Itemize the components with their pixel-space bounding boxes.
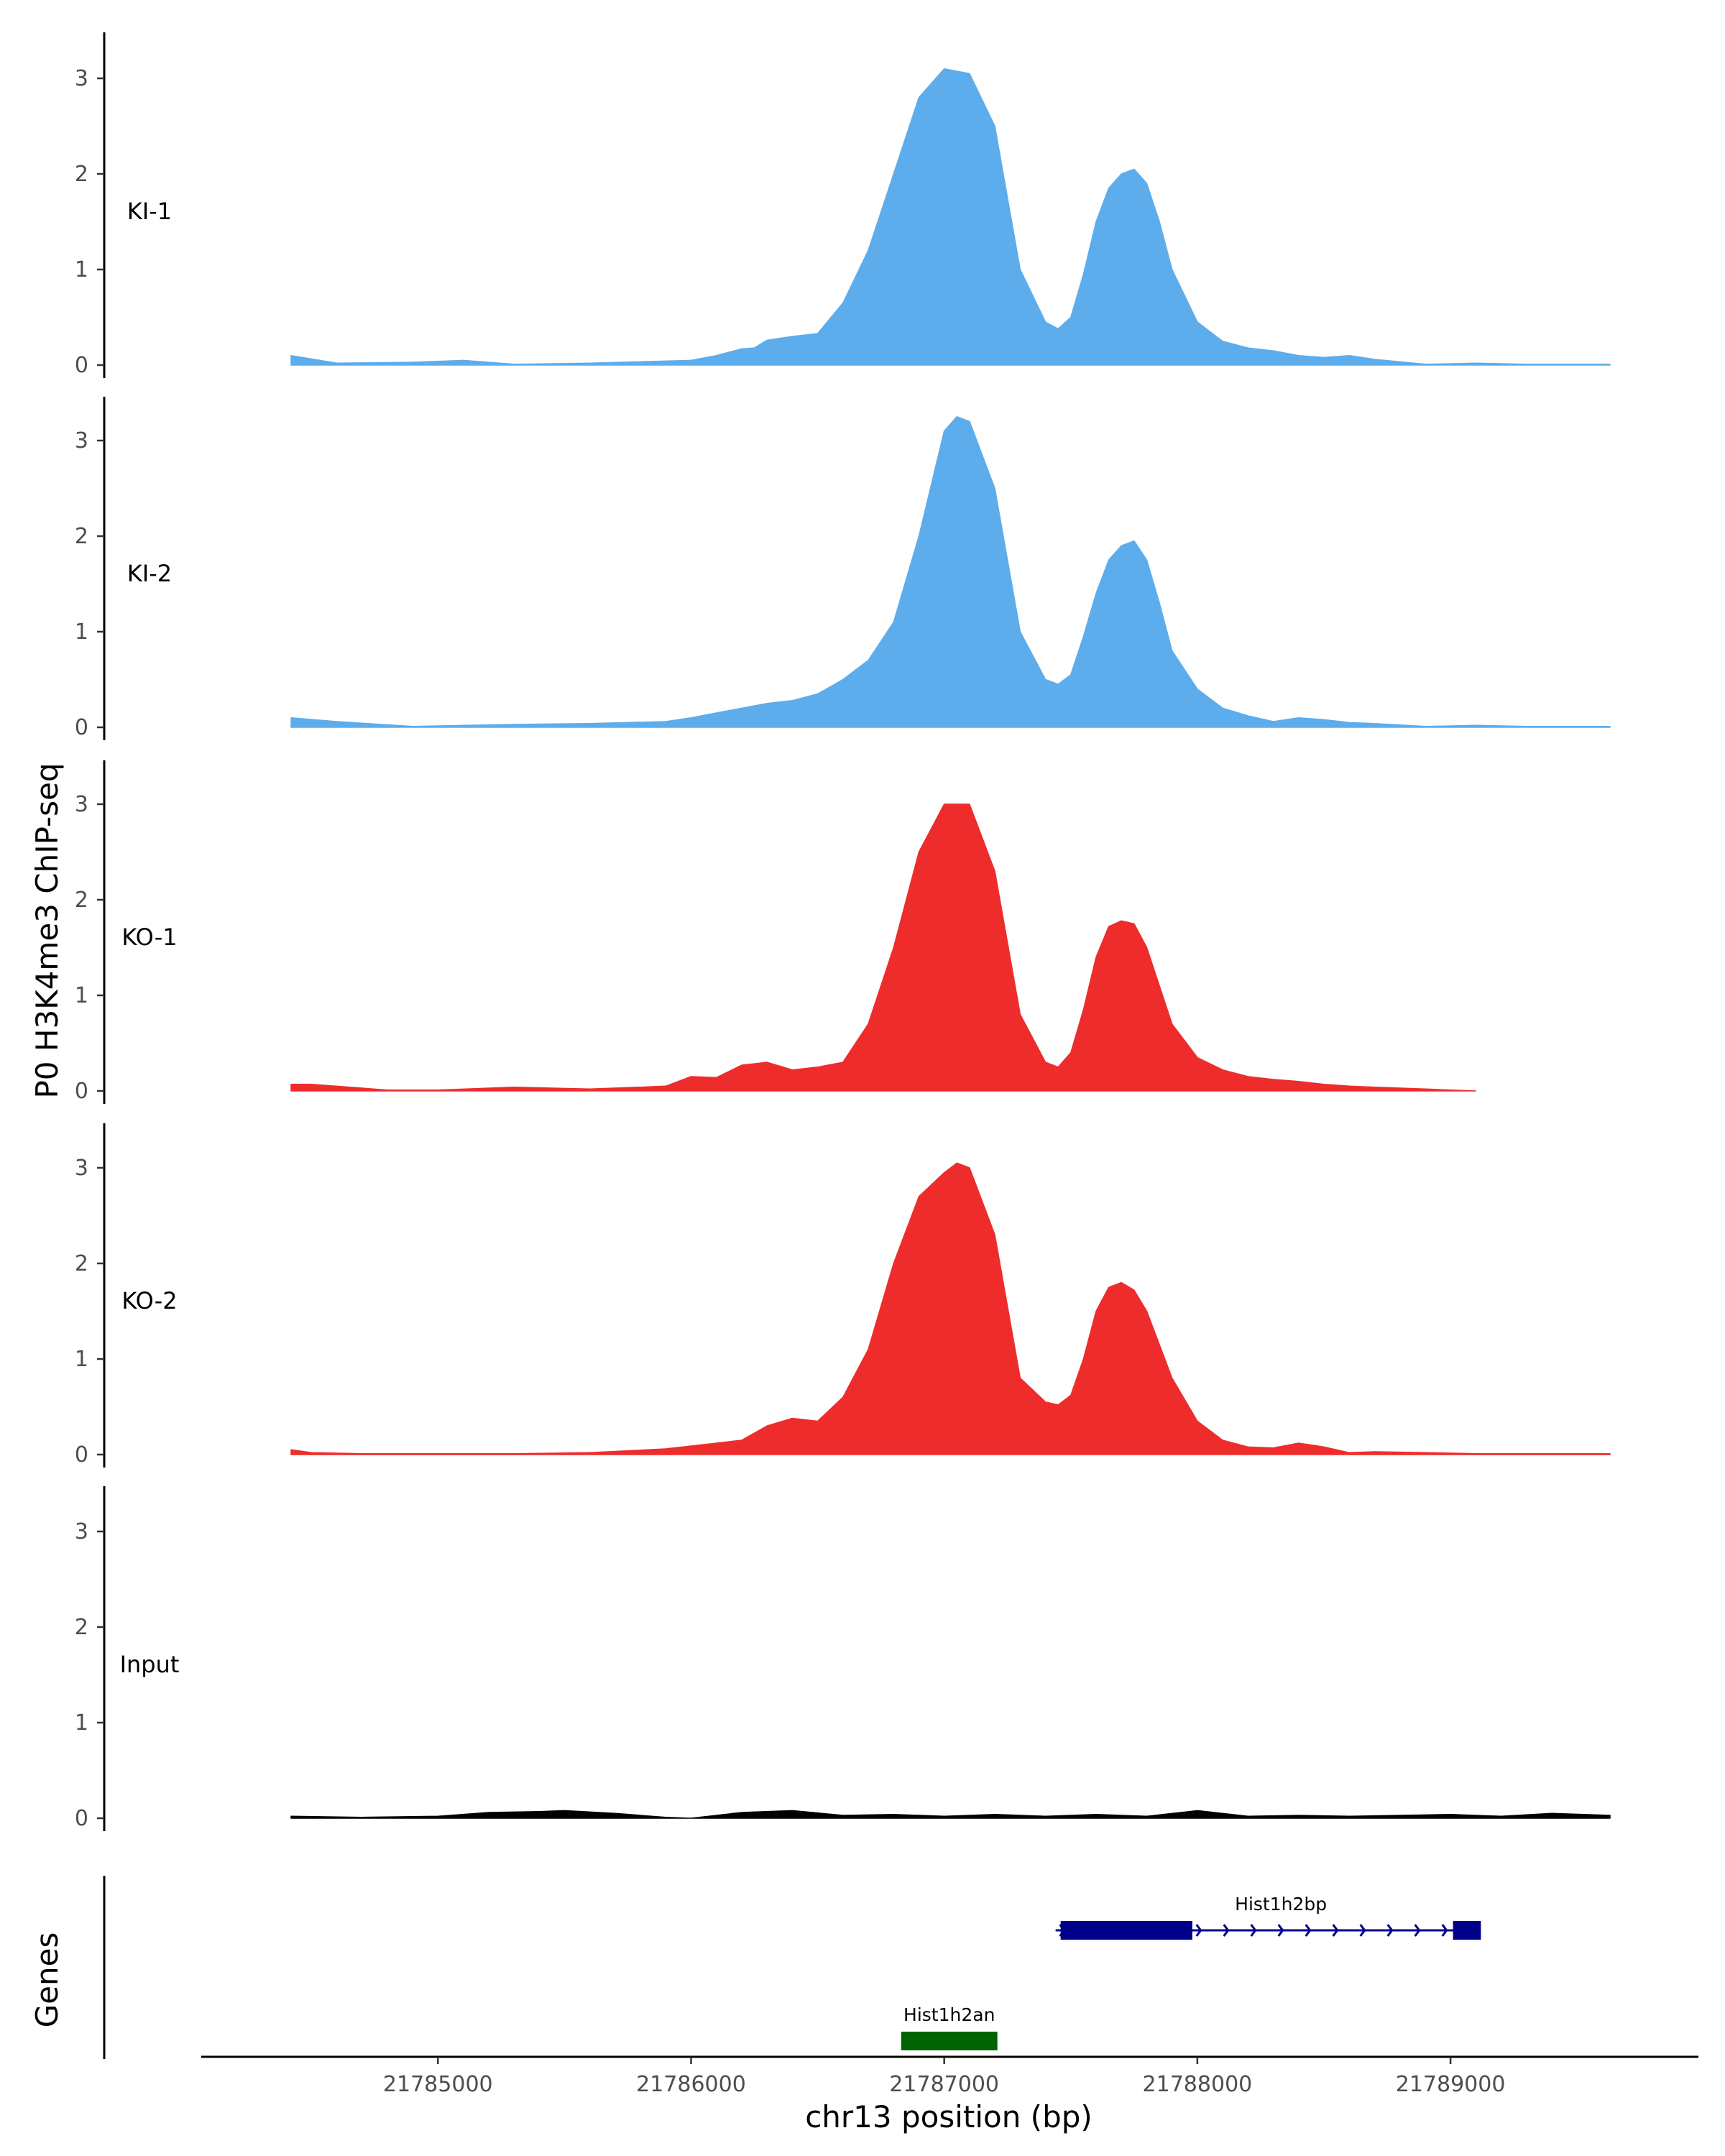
y-tick-label: 0: [75, 1079, 88, 1104]
track-label: Input: [120, 1651, 180, 1678]
y-tick-label: 3: [75, 1156, 88, 1181]
strand-arrow: [1223, 1924, 1230, 1937]
x-tick-label: 21787000: [889, 2072, 999, 2097]
track-ki-2: 0 1 2 3 KI-2: [75, 397, 1611, 740]
signal-area: [290, 1810, 1611, 1819]
gene-hist1h2an: Hist1h2an: [901, 2004, 998, 2050]
gene-hist1h2bp: Hist1h2bp: [1055, 1894, 1481, 1940]
y-tick-label: 0: [75, 715, 88, 740]
signal-area: [290, 416, 1611, 728]
y-tick-label: 3: [75, 792, 88, 817]
strand-arrow: [1277, 1924, 1284, 1937]
signal-area: [290, 803, 1477, 1092]
y-tick-label: 1: [75, 1347, 88, 1372]
gene-exon: [1453, 1921, 1481, 1940]
y-axis-title: P0 H3K4me3 ChIP-seq: [29, 763, 65, 1098]
x-tick-label: 21785000: [383, 2072, 493, 2097]
gene-exon: [1060, 1921, 1192, 1940]
y-tick-label: 2: [75, 524, 88, 549]
gene-exon: [901, 2032, 998, 2050]
x-axis: 21785000 21786000 21787000 21788000 21789000: [201, 2055, 1698, 2097]
strand-arrow: [1250, 1924, 1257, 1937]
y-tick-label: 0: [75, 1442, 88, 1468]
x-axis-title: chr13 position (bp): [805, 2099, 1092, 2134]
gene-label: Hist1h2bp: [1235, 1894, 1327, 1915]
y-tick-label: 3: [75, 66, 88, 91]
strand-arrow: [1332, 1924, 1339, 1937]
genes-track: Hist1h2bp Hist1h2an: [103, 1876, 1481, 2059]
y-tick-label: 2: [75, 1251, 88, 1276]
signal-area: [290, 1162, 1611, 1455]
track-label: KI-2: [127, 560, 172, 587]
strand-arrow: [1305, 1924, 1312, 1937]
x-tick-label: 21788000: [1143, 2072, 1253, 2097]
y-tick-label: 0: [75, 1806, 88, 1831]
y-tick-label: 2: [75, 888, 88, 913]
y-tick-label: 3: [75, 1519, 88, 1544]
strand-arrow: [1195, 1924, 1202, 1937]
y-tick-label: 1: [75, 619, 88, 645]
track-label: KO-1: [121, 923, 177, 951]
gene-label: Hist1h2an: [903, 2004, 995, 2025]
track-ki-1: 0 1 2 3 KI-1: [75, 32, 1611, 378]
y-tick-label: 1: [75, 1710, 88, 1736]
track-input: 0 1 2 3 Input: [75, 1486, 1611, 1831]
y-tick-label: 3: [75, 428, 88, 453]
y-tick-label: 2: [75, 1615, 88, 1640]
strand-arrow: [1386, 1924, 1394, 1937]
strand-arrow: [1414, 1924, 1421, 1937]
y-tick-label: 0: [75, 353, 88, 378]
track-label: KO-2: [121, 1287, 177, 1314]
x-tick-label: 21789000: [1396, 2072, 1506, 2097]
x-tick-label: 21786000: [636, 2072, 746, 2097]
strand-arrow: [1359, 1924, 1366, 1937]
strand-arrow: [1441, 1924, 1448, 1937]
track-label: KI-1: [127, 198, 172, 225]
genes-track-title: Genes: [29, 1932, 65, 2028]
y-tick-label: 1: [75, 257, 88, 282]
y-tick-label: 2: [75, 162, 88, 187]
track-ko-1: 0 1 2 3 KO-1: [75, 760, 1477, 1104]
y-tick-label: 1: [75, 983, 88, 1008]
track-ko-2: 0 1 2 3 KO-2: [75, 1123, 1611, 1468]
signal-area: [290, 68, 1611, 366]
tracks-group: 0 1 2 3 KI-1 0 1 2 3 KI-2 0 1 2 3 KO-1 0 1 2 3 KO-2 0 1 2 3 Inpu…: [75, 32, 1611, 1831]
